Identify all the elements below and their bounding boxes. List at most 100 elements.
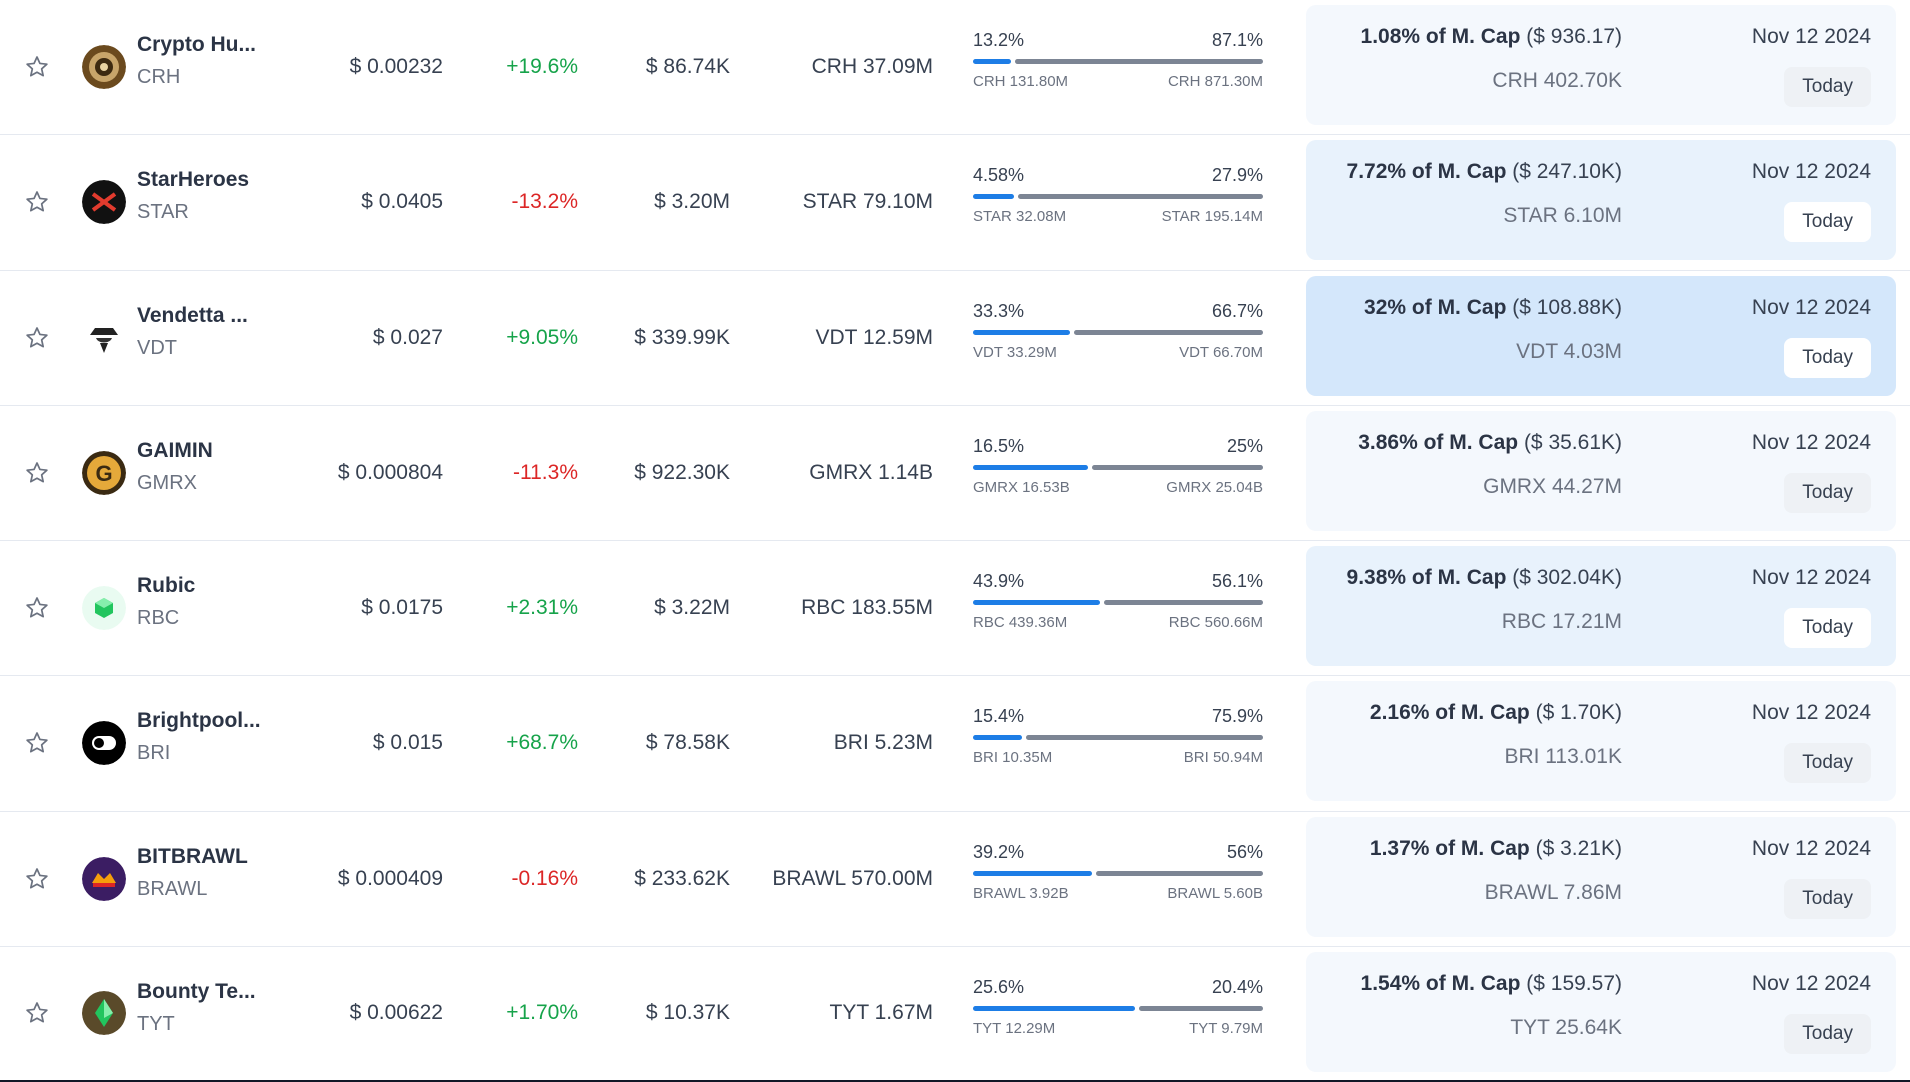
next-unlock-amount: STAR 6.10M xyxy=(1503,204,1622,228)
circulating-supply-cell: RBC 183.55M xyxy=(801,596,933,620)
market-cap-percent: 7.72% of M. Cap xyxy=(1346,160,1507,184)
next-unlock-card[interactable]: 32% of M. Cap ($ 108.88K) VDT 4.03M Nov … xyxy=(1306,275,1896,396)
today-badge[interactable]: Today xyxy=(1784,337,1871,378)
unlock-date: Nov 12 2024 xyxy=(1751,701,1871,725)
coin-name[interactable]: GAIMIN xyxy=(137,438,213,462)
price-cell: $ 0.027 xyxy=(372,325,443,349)
market-cap-value: ($ 3.21K) xyxy=(1535,836,1622,860)
unlocked-percent: 13.2% xyxy=(973,30,1025,50)
crypto-hunters-logo-icon xyxy=(82,45,126,90)
market-cap-percent: 1.54% of M. Cap xyxy=(1360,971,1521,995)
unlocked-bar xyxy=(973,194,1014,200)
today-badge[interactable]: Today xyxy=(1784,608,1871,648)
locked-percent: 56.1% xyxy=(1211,571,1263,591)
unlocked-bar xyxy=(973,735,1022,741)
star-icon[interactable] xyxy=(24,54,50,80)
vendetta-logo-icon xyxy=(82,315,126,360)
locked-percent: 25% xyxy=(1226,435,1263,456)
locked-amount: CRH 871.30M xyxy=(1167,73,1263,90)
volume-cell: $ 339.99K xyxy=(634,325,730,349)
unlock-progress: 16.5% 25% GMRX 16.53B GMRX 25.04B xyxy=(973,436,1263,496)
unlocked-percent: 39.2% xyxy=(973,841,1025,862)
unlocked-percent: 43.9% xyxy=(973,571,1025,591)
today-badge[interactable]: Today xyxy=(1784,472,1871,513)
today-badge[interactable]: Today xyxy=(1784,878,1871,919)
next-unlock-card[interactable]: 3.86% of M. Cap ($ 35.61K) GMRX 44.27M N… xyxy=(1306,410,1896,531)
market-cap-percent: 2.16% of M. Cap xyxy=(1369,701,1530,725)
table-row[interactable]: StarHeroes STAR $ 0.0405 -13.2% $ 3.20M … xyxy=(0,135,1910,271)
star-icon[interactable] xyxy=(24,460,50,486)
table-row[interactable]: Rubic RBC $ 0.0175 +2.31% $ 3.22M RBC 18… xyxy=(0,541,1910,677)
next-unlock-card[interactable]: 1.08% of M. Cap ($ 936.17) CRH 402.70K N… xyxy=(1306,5,1896,125)
today-badge[interactable]: Today xyxy=(1784,67,1871,107)
table-row[interactable]: Crypto Hu... CRH $ 0.00232 +19.6% $ 86.7… xyxy=(0,0,1910,136)
coin-symbol: TYT xyxy=(137,1012,175,1035)
today-badge[interactable]: Today xyxy=(1784,202,1871,243)
market-cap-percent: 9.38% of M. Cap xyxy=(1346,566,1507,589)
market-cap-share: 1.54% of M. Cap ($ 159.57) xyxy=(1361,972,1622,996)
next-unlock-card[interactable]: 7.72% of M. Cap ($ 247.10K) STAR 6.10M N… xyxy=(1306,140,1896,261)
unlock-date: Nov 12 2024 xyxy=(1751,25,1871,48)
locked-bar xyxy=(1015,59,1263,64)
unlocked-amount: CRH 131.80M xyxy=(973,73,1069,90)
market-cap-value: ($ 159.57) xyxy=(1526,971,1622,995)
price-cell: $ 0.000804 xyxy=(337,460,443,484)
locked-bar xyxy=(1026,735,1263,741)
coin-name[interactable]: Rubic xyxy=(137,574,196,597)
coin-name[interactable]: Vendetta ... xyxy=(137,303,248,327)
star-icon[interactable] xyxy=(24,595,50,621)
coin-name-block: StarHeroes STAR xyxy=(137,168,307,224)
star-icon[interactable] xyxy=(24,730,50,756)
today-badge[interactable]: Today xyxy=(1784,743,1871,784)
coin-name[interactable]: Brightpool... xyxy=(137,709,261,733)
unlock-progress: 25.6% 20.4% TYT 12.29M TYT 9.79M xyxy=(973,977,1263,1037)
star-icon[interactable] xyxy=(24,866,50,892)
coin-symbol: RBC xyxy=(137,607,180,629)
star-icon[interactable] xyxy=(24,325,50,351)
change-24h-cell: +19.6% xyxy=(506,55,578,79)
next-unlock-card[interactable]: 9.38% of M. Cap ($ 302.04K) RBC 17.21M N… xyxy=(1306,546,1896,666)
locked-percent: 20.4% xyxy=(1211,976,1263,997)
coin-name[interactable]: BITBRAWL xyxy=(137,844,248,868)
today-badge[interactable]: Today xyxy=(1784,1013,1871,1054)
volume-cell: $ 922.30K xyxy=(634,460,730,484)
locked-amount: TYT 9.79M xyxy=(1189,1019,1263,1037)
market-cap-value: ($ 302.04K) xyxy=(1512,566,1622,589)
rubic-logo-icon xyxy=(82,586,126,631)
next-unlock-amount: TYT 25.64K xyxy=(1510,1015,1622,1039)
table-row[interactable]: BITBRAWL BRAWL $ 0.000409 -0.16% $ 233.6… xyxy=(0,812,1910,947)
circulating-supply-cell: BRI 5.23M xyxy=(833,731,933,755)
unlock-date: Nov 12 2024 xyxy=(1751,430,1871,454)
coin-name[interactable]: Bounty Te... xyxy=(137,979,256,1003)
next-unlock-amount: BRI 113.01K xyxy=(1504,745,1622,769)
coin-symbol: STAR xyxy=(137,201,189,224)
star-icon[interactable] xyxy=(24,1000,50,1026)
next-unlock-card[interactable]: 1.54% of M. Cap ($ 159.57) TYT 25.64K No… xyxy=(1306,951,1896,1072)
star-icon[interactable] xyxy=(24,189,50,215)
table-row[interactable]: Bounty Te... TYT $ 0.00622 +1.70% $ 10.3… xyxy=(0,947,1910,1082)
table-row[interactable]: G GAIMIN GMRX $ 0.000804 -11.3% $ 922.30… xyxy=(0,406,1910,541)
table-row[interactable]: Brightpool... BRI $ 0.015 +68.7% $ 78.58… xyxy=(0,676,1910,812)
next-unlock-amount: GMRX 44.27M xyxy=(1483,474,1622,498)
change-24h-cell: -0.16% xyxy=(511,866,578,890)
coin-name-block: Brightpool... BRI xyxy=(137,709,307,765)
unlocked-amount: VDT 33.29M xyxy=(973,343,1057,361)
circulating-supply-cell: GMRX 1.14B xyxy=(809,460,933,484)
coin-name[interactable]: Crypto Hu... xyxy=(137,33,256,56)
unlocked-percent: 33.3% xyxy=(973,300,1025,321)
coin-symbol: VDT xyxy=(137,336,177,359)
locked-bar xyxy=(1018,194,1263,200)
unlocked-percent: 16.5% xyxy=(973,435,1025,456)
next-unlock-card[interactable]: 1.37% of M. Cap ($ 3.21K) BRAWL 7.86M No… xyxy=(1306,816,1896,937)
unlock-progress-bar xyxy=(973,329,1263,335)
volume-cell: $ 10.37K xyxy=(645,1001,730,1025)
table-row[interactable]: Vendetta ... VDT $ 0.027 +9.05% $ 339.99… xyxy=(0,271,1910,406)
market-cap-share: 2.16% of M. Cap ($ 1.70K) xyxy=(1370,701,1622,725)
change-24h-cell: -13.2% xyxy=(511,190,578,214)
unlocked-bar xyxy=(973,870,1092,876)
next-unlock-card[interactable]: 2.16% of M. Cap ($ 1.70K) BRI 113.01K No… xyxy=(1306,681,1896,802)
locked-percent: 66.7% xyxy=(1211,300,1263,321)
locked-bar xyxy=(1096,870,1263,876)
coin-name[interactable]: StarHeroes xyxy=(137,168,250,192)
